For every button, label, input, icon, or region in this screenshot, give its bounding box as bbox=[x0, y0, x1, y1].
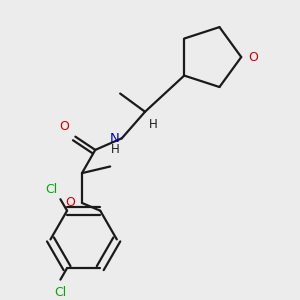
Text: N: N bbox=[110, 132, 119, 145]
Text: Cl: Cl bbox=[54, 286, 67, 298]
Text: Cl: Cl bbox=[45, 183, 57, 196]
Text: O: O bbox=[248, 51, 258, 64]
Text: H: H bbox=[110, 143, 119, 156]
Text: H: H bbox=[149, 118, 158, 131]
Text: O: O bbox=[65, 196, 75, 209]
Text: O: O bbox=[59, 120, 69, 133]
